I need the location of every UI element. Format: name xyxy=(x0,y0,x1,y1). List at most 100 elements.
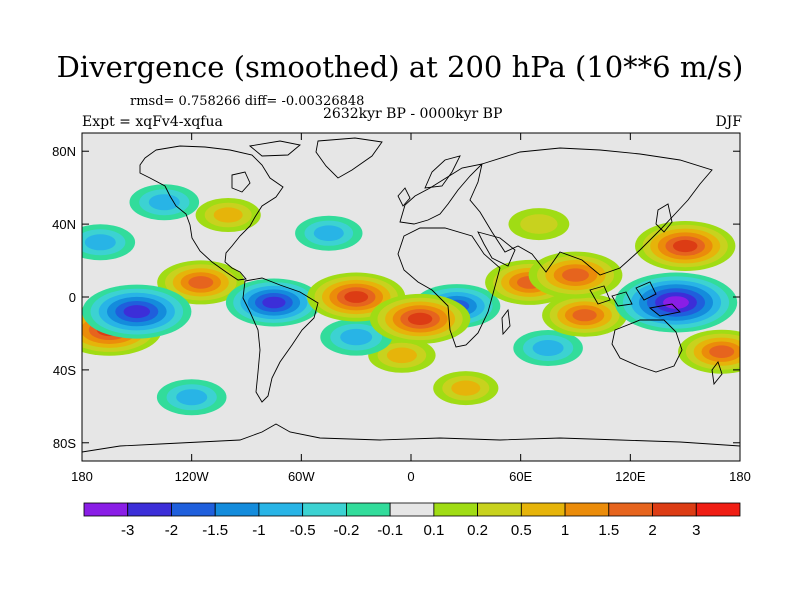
field-feature-central-pacific-convergence xyxy=(82,284,192,339)
field-feature-tropical-west-pacific-convergence xyxy=(614,272,738,333)
colorbar-swatch xyxy=(345,502,391,517)
europe-coastline xyxy=(399,163,484,225)
north-america-coastline xyxy=(139,145,284,281)
x-tick-label: 60E xyxy=(509,469,532,484)
scandinavia-coastline xyxy=(424,155,461,189)
colorbar-swatch xyxy=(695,502,741,517)
colorbar-swatch xyxy=(214,502,260,517)
experiment-label: Expt = xqFv4-xqfua xyxy=(82,114,223,130)
field-feature-eurasia-divergence xyxy=(508,208,570,241)
field-feature-japan-divergence xyxy=(635,221,736,271)
field-feature-north-atlantic-convergence xyxy=(295,215,363,251)
contour-band xyxy=(407,312,433,325)
field-feature-north-america-divergence xyxy=(195,198,261,232)
colorbar-label: -3 xyxy=(121,522,134,539)
colorbar-swatch xyxy=(389,502,435,517)
contour-band xyxy=(313,225,344,241)
contour-band xyxy=(663,296,689,309)
colorbar-label: -0.1 xyxy=(377,522,403,539)
field-feature-southern-ocean-convergence xyxy=(156,379,227,416)
colorbar-label: 2 xyxy=(648,522,656,539)
madagascar-coastline xyxy=(501,308,511,336)
colorbar-swatch xyxy=(171,502,216,517)
arctic-islands-coastline xyxy=(248,140,302,157)
field-feature-west-africa-divergence xyxy=(369,293,471,344)
colorbar-label: -0.2 xyxy=(333,522,359,539)
field-feature-northeast-pacific-convergence xyxy=(129,184,200,221)
south-america-coastline xyxy=(242,277,319,403)
colorbar-swatch xyxy=(520,502,566,517)
colorbar-label: 1.5 xyxy=(598,522,619,539)
contour-band xyxy=(562,268,589,282)
field-feature-indian-ocean-convergence xyxy=(513,330,583,366)
colorbar-label: 0.5 xyxy=(511,522,532,539)
x-tick-label: 0 xyxy=(407,469,414,484)
field-feature-bay-of-bengal-divergence xyxy=(528,251,623,299)
japan-coastline xyxy=(655,203,673,233)
field-feature-southern-ocean-divergence xyxy=(433,371,499,406)
colorbar-label: -1 xyxy=(252,522,265,539)
x-tick-label: 120E xyxy=(615,469,646,484)
stats-subtitle: rmsd= 0.758266 diff= -0.00326848 xyxy=(130,94,365,109)
x-tick-label: 180 xyxy=(729,469,751,484)
x-tick-label: 120W xyxy=(175,469,210,484)
contour-band xyxy=(213,207,243,223)
contour-band xyxy=(148,194,180,211)
contour-band xyxy=(572,309,597,322)
contour-band xyxy=(520,214,558,234)
arabia-coastline xyxy=(477,231,516,267)
contour-band xyxy=(340,328,373,346)
x-tick-label: 60W xyxy=(288,469,315,484)
new-zealand-coastline xyxy=(711,361,723,386)
colorbar-swatch xyxy=(127,502,172,517)
greenland-coastline xyxy=(315,137,383,179)
y-tick-label: 80S xyxy=(53,436,76,451)
australia-coastline xyxy=(611,319,683,373)
y-axis: 80N 40N 0 40S 80S xyxy=(52,144,740,451)
contour-band xyxy=(344,291,369,303)
period-subtitle: 2632kyr BP - 0000kyr BP xyxy=(323,106,503,122)
colorbar-swatch xyxy=(302,502,347,517)
colorbar-label: -0.5 xyxy=(290,522,316,539)
colorbar-label: 0.2 xyxy=(467,522,488,539)
contour-band xyxy=(673,239,698,253)
y-tick-label: 40S xyxy=(53,363,76,378)
maritime-continent-coastline xyxy=(589,281,681,317)
field-feature-south-pacific-divergence xyxy=(678,329,740,374)
coastlines xyxy=(82,137,740,453)
contour-band xyxy=(709,345,735,359)
y-tick-label: 0 xyxy=(69,290,76,305)
field-feature-southern-amazon-convergence xyxy=(225,278,322,327)
colorbar-swatch xyxy=(433,502,478,517)
contour-band xyxy=(176,389,208,406)
colorbar-label: 0.1 xyxy=(423,522,444,539)
antarctica-coastline xyxy=(82,423,740,453)
hudson-bay-coastline xyxy=(231,171,251,193)
colorbar-label: 1 xyxy=(561,522,569,539)
colorbar-swatch xyxy=(258,502,304,517)
contour-band xyxy=(84,234,116,251)
colorbar-label: 3 xyxy=(692,522,700,539)
asia-coastline xyxy=(469,147,713,276)
y-tick-label: 80N xyxy=(52,144,76,159)
colorbar-swatch xyxy=(83,502,129,517)
colorbar-label: -1.5 xyxy=(202,522,228,539)
colorbar-swatch xyxy=(652,502,697,517)
contour-band xyxy=(262,296,286,309)
field-feature-east-pacific-itcz-divergence xyxy=(157,260,245,305)
x-axis: 180 120W 60W 0 60E 120E 180 xyxy=(71,133,751,484)
colorbar-label: -2 xyxy=(165,522,178,539)
contour-band xyxy=(188,276,214,289)
colorbar-swatch xyxy=(608,502,653,517)
x-tick-label: 180 xyxy=(71,469,93,484)
contour-band xyxy=(451,380,481,396)
contour-band xyxy=(532,340,564,356)
map-title: Divergence (smoothed) at 200 hPa (10**6 … xyxy=(56,50,744,84)
british-isles-coastline xyxy=(397,187,411,207)
contour-band xyxy=(386,347,417,364)
contour-band xyxy=(123,305,150,319)
field-feature-south-indian-ocean-divergence xyxy=(542,293,628,337)
colorbar-swatch xyxy=(477,502,522,517)
season-label: DJF xyxy=(715,114,742,130)
